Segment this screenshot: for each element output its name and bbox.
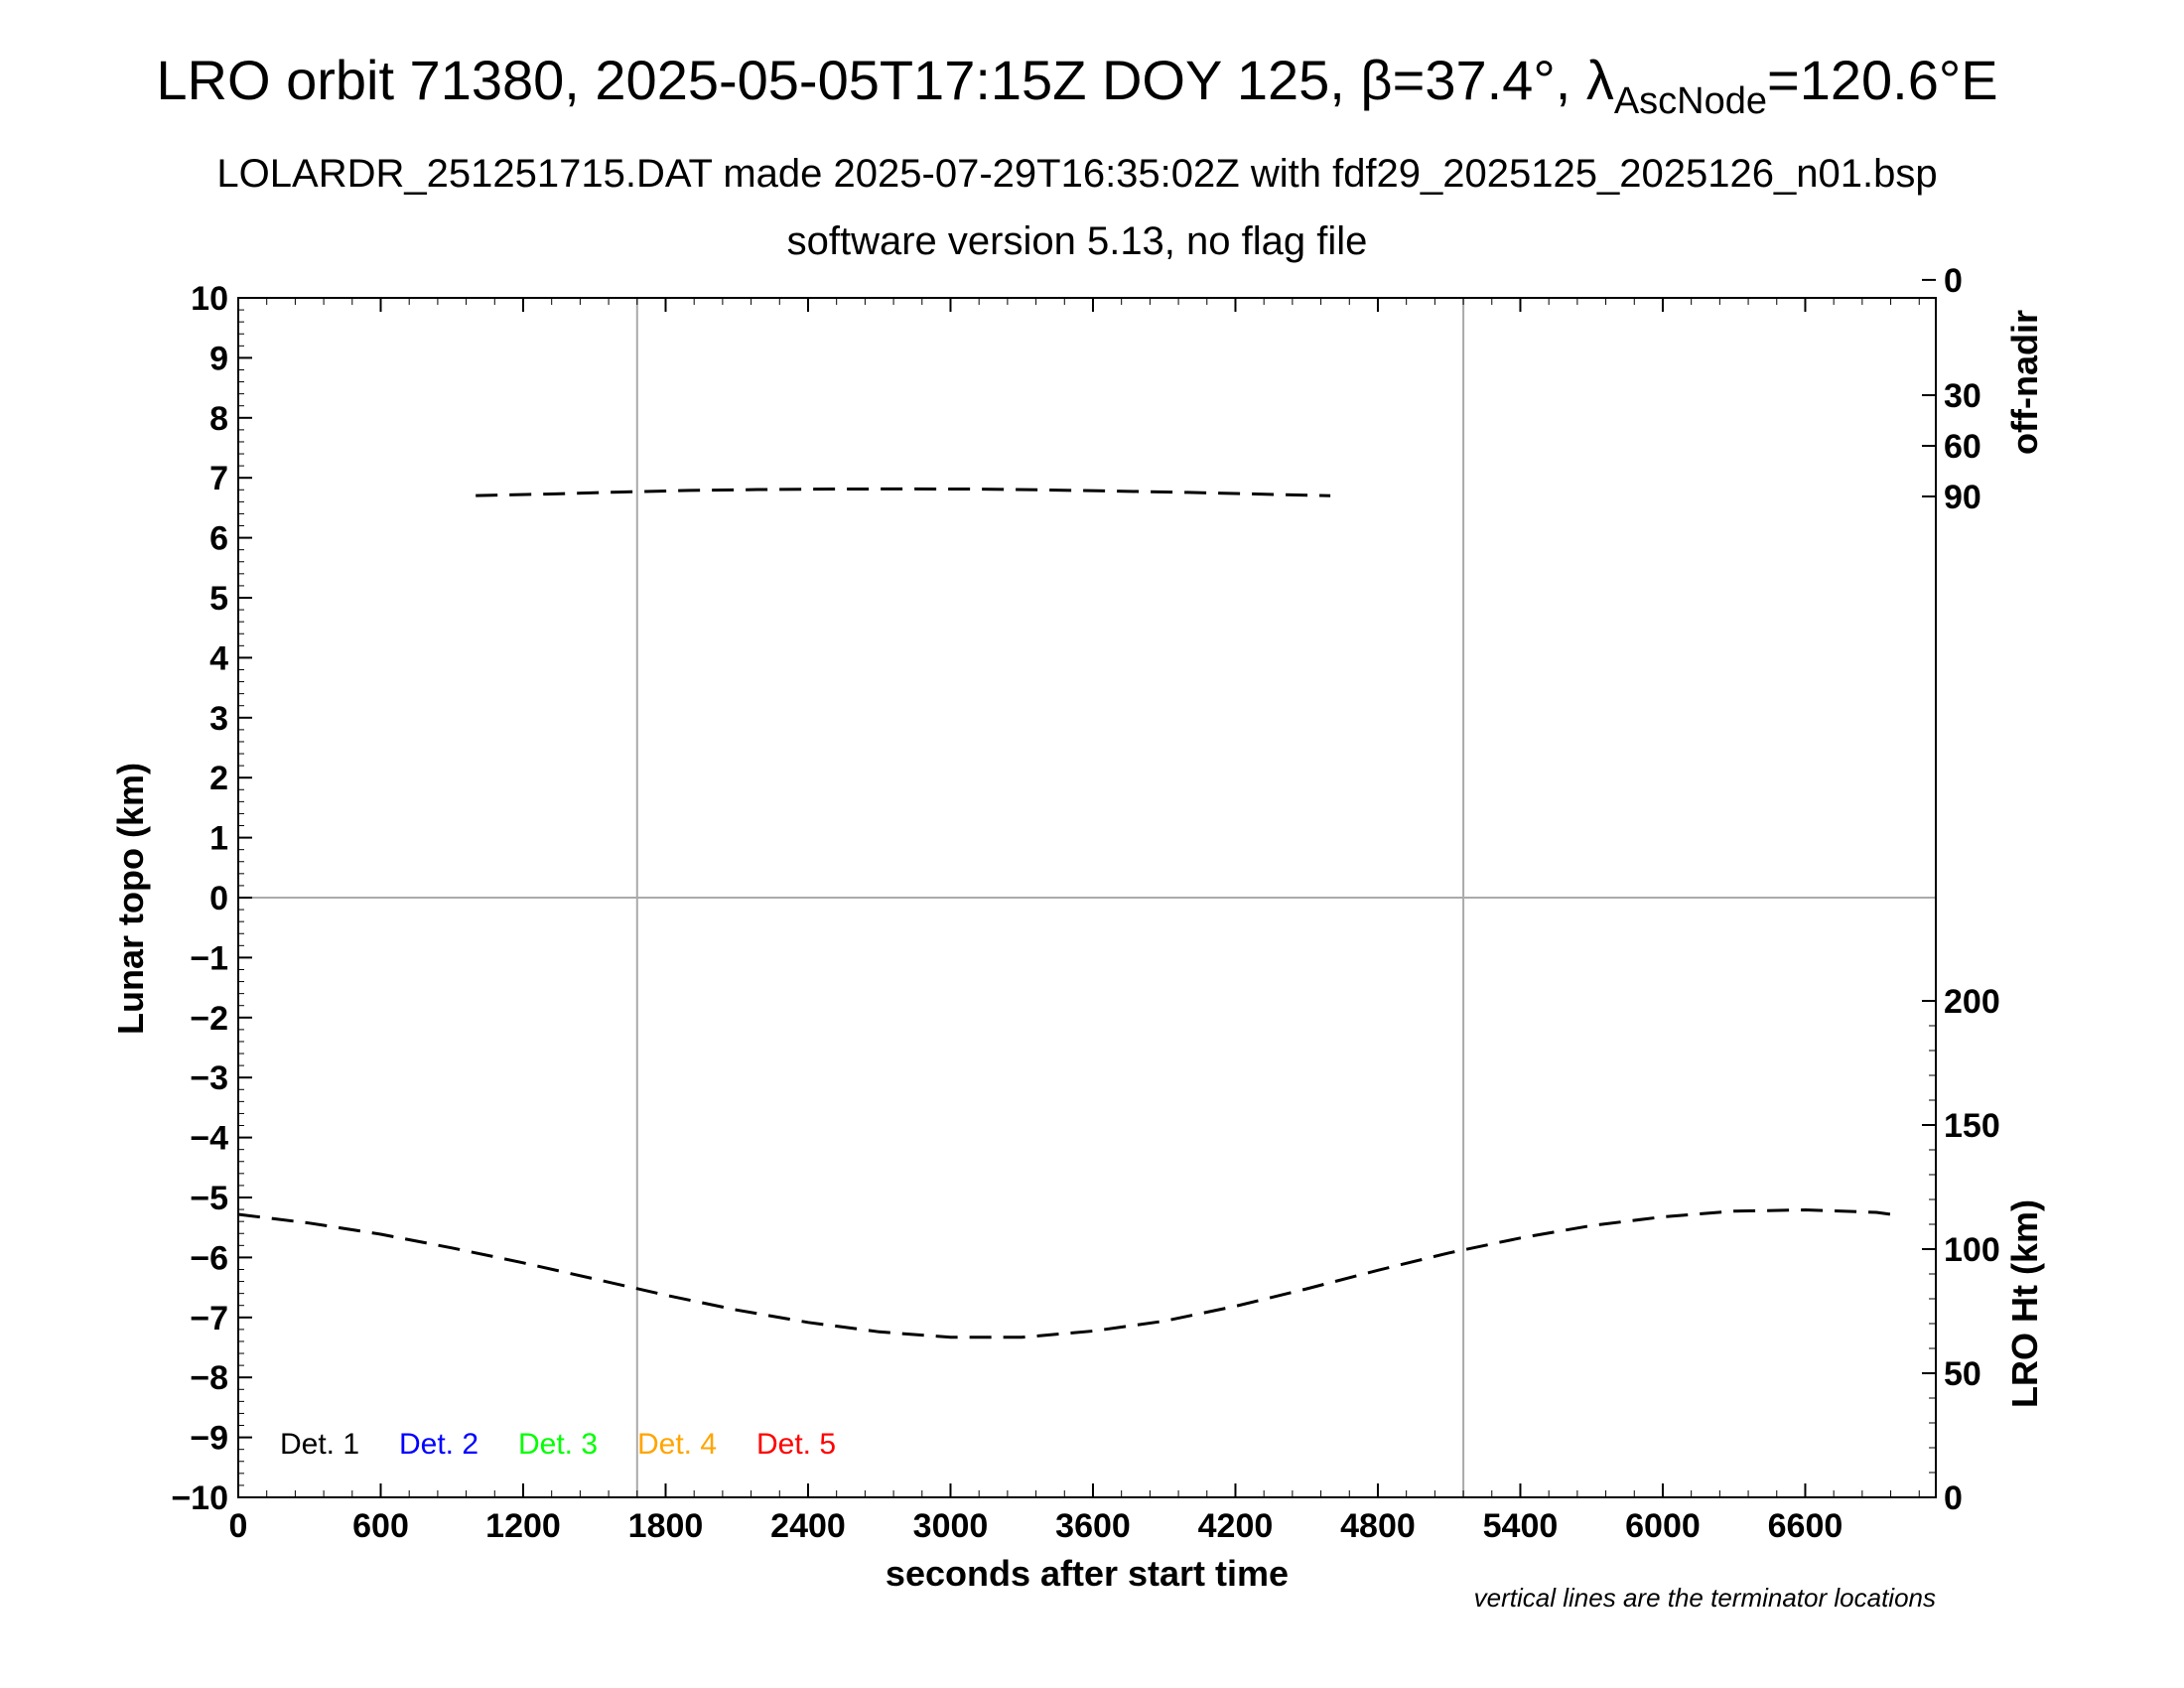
lro-ht-tick-label: 0 (1944, 1479, 1963, 1517)
y-tick-label: 10 (191, 280, 228, 318)
y-tick-label: 1 (209, 820, 228, 858)
y-tick-label: −9 (190, 1420, 228, 1458)
x-tick-label: 3000 (913, 1507, 989, 1545)
legend-entry: Det. 3 (518, 1428, 598, 1461)
right-axis-top-label: off-nadir (2004, 310, 2045, 455)
y-tick-label: −5 (190, 1180, 228, 1217)
x-tick-label: 1200 (485, 1507, 561, 1545)
axis-ticks (237, 278, 1936, 1498)
chart-title-main: LRO orbit 71380, 2025-05-05T17:15Z DOY 1… (156, 49, 1613, 111)
y-tick-label: −6 (190, 1239, 228, 1277)
off-nadir-tick-label: 90 (1944, 479, 1981, 516)
terminator-note: vertical lines are the terminator locati… (1474, 1583, 1936, 1613)
x-tick-label: 4800 (1340, 1507, 1416, 1545)
y-tick-label: 9 (209, 340, 228, 377)
y-tick-label: −1 (190, 939, 228, 977)
y-tick-label: 7 (209, 460, 228, 497)
x-tick-label: 1800 (628, 1507, 704, 1545)
chart-subtitle-software: software version 5.13, no flag file (787, 219, 1368, 263)
y-tick-label: −2 (190, 1000, 228, 1038)
series (237, 487, 1901, 1339)
x-tick-label: 0 (229, 1507, 248, 1545)
legend-entry: Det. 2 (399, 1428, 478, 1461)
x-tick-label: 4200 (1198, 1507, 1274, 1545)
y-tick-label: −3 (190, 1059, 228, 1097)
y-tick-label: 6 (209, 520, 228, 558)
chart-subtitle-file: LOLARDR_251251715.DAT made 2025-07-29T16… (216, 152, 1937, 196)
legend-entry: Det. 4 (637, 1428, 717, 1461)
y-axis-label: Lunar topo (km) (110, 763, 151, 1035)
legend-entry: Det. 5 (756, 1428, 836, 1461)
y-tick-label: −4 (190, 1120, 228, 1158)
x-axis-label: seconds after start time (886, 1553, 1289, 1594)
y-tick-label: −8 (190, 1359, 228, 1397)
off-nadir-line (476, 487, 1331, 497)
chart-title-suffix: =120.6°E (1767, 49, 1998, 111)
off-nadir-tick-label: 60 (1944, 428, 1981, 466)
y-tick-label: 8 (209, 400, 228, 438)
x-tick-label: 6000 (1625, 1507, 1701, 1545)
x-tick-label: 3600 (1055, 1507, 1131, 1545)
lro-ht-tick-label: 150 (1944, 1107, 2000, 1145)
lro-height-line (237, 1207, 1901, 1339)
right-axis-bottom-label: LRO Ht (km) (2004, 1199, 2045, 1408)
y-tick-label: 2 (209, 760, 228, 797)
y-tick-label: −7 (190, 1300, 228, 1337)
chart-title: LRO orbit 71380, 2025-05-05T17:15Z DOY 1… (156, 49, 1997, 122)
legend: Det. 1 Det. 2 Det. 3 Det. 4 Det. 5 (280, 1428, 836, 1461)
y-tick-label: −10 (171, 1479, 228, 1517)
lro-ht-tick-label: 100 (1944, 1231, 2000, 1269)
x-tick-label: 600 (352, 1507, 409, 1545)
x-tick-label: 2400 (770, 1507, 846, 1545)
x-tick-label: 5400 (1483, 1507, 1559, 1545)
lro-ht-tick-label: 200 (1944, 983, 2000, 1021)
y-tick-label: 0 (209, 880, 228, 917)
y-tick-label: 4 (209, 639, 228, 677)
off-nadir-tick-label: 0 (1944, 262, 1963, 300)
lro-ht-tick-label: 50 (1944, 1355, 1981, 1393)
chart-title-subscript: AscNode (1614, 80, 1767, 122)
y-tick-label: 5 (209, 580, 228, 618)
y-tick-label: 3 (209, 700, 228, 738)
off-nadir-tick-label: 30 (1944, 377, 1981, 415)
legend-entry: Det. 1 (280, 1428, 359, 1461)
grid (238, 298, 1936, 1497)
x-tick-label: 6600 (1768, 1507, 1843, 1545)
